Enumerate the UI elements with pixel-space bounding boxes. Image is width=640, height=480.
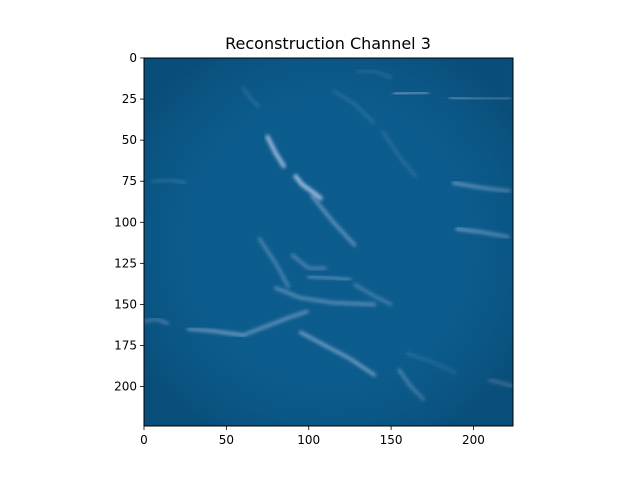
x-tick-label: 200 (462, 433, 485, 447)
y-tick-label: 125 (114, 256, 137, 270)
y-tick-label: 50 (122, 133, 137, 147)
x-tick-label: 150 (380, 433, 403, 447)
y-tick-label: 0 (129, 51, 137, 65)
y-tick-label: 25 (122, 92, 137, 106)
heatmap-image (144, 58, 513, 426)
y-axis: 0 25 50 75 100 125 150 175 200 (114, 51, 144, 394)
y-tick-label: 75 (122, 174, 137, 188)
image-vignette (144, 58, 513, 426)
y-tick-label: 200 (114, 380, 137, 394)
y-tick-label: 100 (114, 215, 137, 229)
y-tick-label: 150 (114, 297, 137, 311)
chart-title: Reconstruction Channel 3 (225, 34, 431, 53)
x-axis: 0 50 100 150 200 (140, 426, 485, 447)
x-tick-label: 100 (297, 433, 320, 447)
x-tick-label: 0 (140, 433, 148, 447)
y-tick-label: 175 (114, 339, 137, 353)
axes-frame (143, 57, 514, 427)
x-tick-label: 50 (219, 433, 234, 447)
